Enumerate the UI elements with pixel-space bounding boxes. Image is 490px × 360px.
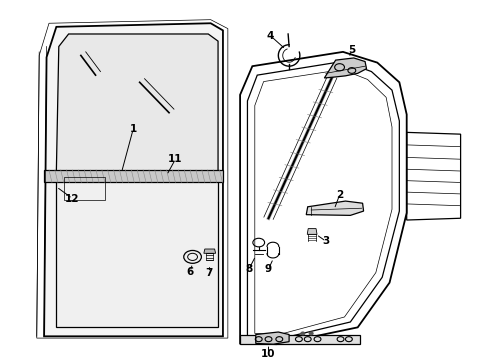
Polygon shape	[56, 172, 218, 327]
Polygon shape	[240, 334, 360, 344]
Text: 6: 6	[187, 267, 194, 277]
Polygon shape	[204, 249, 216, 253]
Text: 11: 11	[168, 154, 183, 164]
Circle shape	[309, 332, 313, 335]
Text: 4: 4	[267, 31, 274, 41]
Polygon shape	[324, 58, 367, 78]
Text: 8: 8	[245, 264, 252, 274]
Text: 5: 5	[348, 45, 355, 55]
Polygon shape	[256, 332, 289, 344]
Text: 2: 2	[336, 190, 343, 200]
Polygon shape	[306, 201, 364, 215]
Polygon shape	[307, 229, 317, 234]
Text: 10: 10	[261, 349, 276, 359]
Text: 3: 3	[323, 237, 330, 247]
Circle shape	[301, 332, 305, 335]
Polygon shape	[44, 23, 223, 336]
Polygon shape	[44, 170, 223, 183]
Text: 1: 1	[130, 124, 137, 134]
Polygon shape	[66, 39, 212, 166]
Text: 9: 9	[265, 264, 272, 274]
Polygon shape	[56, 34, 218, 172]
Text: 12: 12	[65, 194, 80, 203]
Text: 7: 7	[205, 267, 213, 278]
